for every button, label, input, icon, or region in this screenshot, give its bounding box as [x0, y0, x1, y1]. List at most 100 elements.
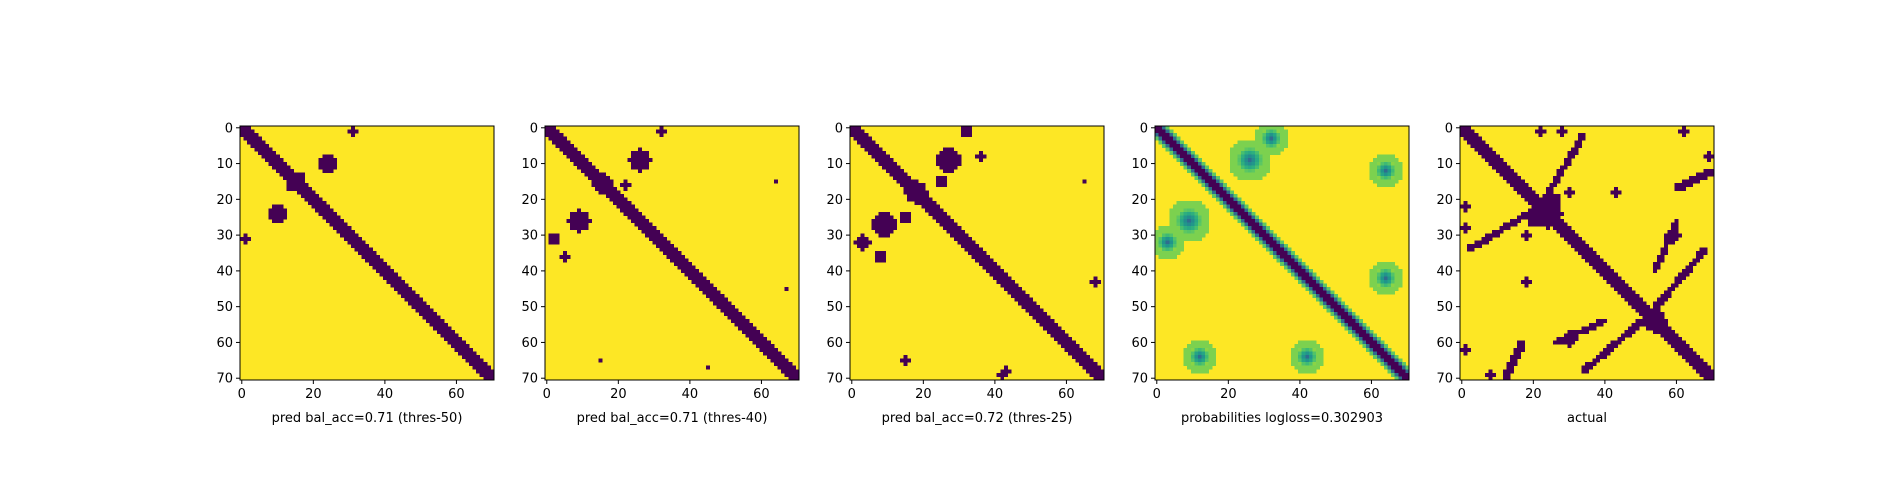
heatmap-cell — [1244, 226, 1249, 231]
heatmap-cell — [713, 286, 718, 291]
heatmap-cell — [261, 140, 266, 145]
heatmap-cell — [340, 229, 345, 234]
heatmap-cell — [1574, 147, 1579, 152]
heatmap-cell — [436, 329, 441, 334]
heatmap-cell — [1305, 276, 1310, 281]
heatmap-cell — [1585, 244, 1590, 249]
heatmap-cell — [1610, 190, 1615, 195]
heatmap-cell — [1190, 215, 1195, 220]
heatmap-cell — [1273, 254, 1278, 259]
heatmap-cell — [297, 190, 302, 195]
heatmap-cell — [1613, 186, 1618, 191]
heatmap-cell — [864, 140, 869, 145]
heatmap-cell — [1674, 222, 1679, 227]
heatmap-cell — [1663, 290, 1668, 295]
heatmap-cell — [358, 247, 363, 252]
heatmap-cell — [1212, 186, 1217, 191]
heatmap-cell — [279, 165, 284, 170]
heatmap-cell — [1606, 265, 1611, 270]
heatmap-cell — [1187, 201, 1192, 206]
heatmap-cell — [1524, 233, 1529, 238]
heatmap-cell — [1158, 129, 1163, 134]
heatmap-cell — [1567, 154, 1572, 159]
heatmap-cell — [559, 140, 564, 145]
heatmap-cell — [1667, 326, 1672, 331]
heatmap-cell — [1603, 347, 1608, 352]
heatmap-cell — [1681, 183, 1686, 188]
heatmap-cell — [663, 247, 668, 252]
x-tick-label: 60 — [448, 387, 465, 402]
heatmap-cell — [1620, 279, 1625, 284]
heatmap-cell — [1535, 193, 1540, 198]
heatmap-cell — [867, 143, 872, 148]
heatmap-cell — [659, 233, 664, 238]
heatmap-cell — [885, 168, 890, 173]
heatmap-cell — [1028, 312, 1033, 317]
heatmap-cell — [1474, 147, 1479, 152]
heatmap-cell — [1194, 219, 1199, 223]
heatmap-cell — [1553, 211, 1557, 216]
heatmap-cell — [1663, 337, 1668, 342]
heatmap-cell — [307, 193, 312, 198]
heatmap-cell — [723, 304, 728, 309]
heatmap-cell — [1165, 133, 1170, 138]
heatmap-cell — [748, 333, 753, 338]
heatmap-cell — [562, 143, 567, 148]
heatmap-cell — [1319, 290, 1324, 295]
heatmap-cell — [1348, 322, 1353, 327]
heatmap-cell — [1460, 129, 1464, 134]
heatmap-cell — [1517, 183, 1522, 188]
heatmap-cell — [1230, 168, 1235, 173]
heatmap-cell — [627, 158, 632, 163]
heatmap-cell — [1592, 254, 1597, 259]
heatmap-cell — [1380, 172, 1385, 177]
heatmap-cell — [293, 179, 298, 184]
heatmap-cell — [1477, 143, 1482, 148]
heatmap-cell — [943, 158, 947, 163]
heatmap-cell — [1502, 172, 1507, 177]
heatmap-cell — [1520, 279, 1525, 284]
heatmap-cell — [1315, 283, 1320, 288]
heatmap-cell — [1692, 358, 1697, 363]
heatmap-cell — [1197, 204, 1202, 209]
heatmap-cell — [379, 258, 384, 263]
heatmap-cell — [1581, 254, 1586, 259]
heatmap-cell — [1366, 333, 1371, 338]
heatmap-cell — [1394, 269, 1399, 274]
heatmap-cell — [1355, 322, 1360, 327]
heatmap-cell — [1513, 347, 1518, 352]
heatmap-cell — [1301, 272, 1306, 277]
heatmap-cell — [1230, 204, 1235, 209]
heatmap-cell — [1326, 290, 1331, 295]
heatmap-cell — [957, 240, 962, 245]
heatmap-cell — [1046, 319, 1051, 324]
heatmap-cell — [1308, 279, 1313, 284]
heatmap-cell — [354, 244, 359, 249]
heatmap-cell — [903, 215, 908, 220]
heatmap-cell — [1187, 147, 1192, 152]
heatmap-cell — [900, 183, 905, 188]
heatmap-cell — [896, 176, 901, 181]
heatmap-cell — [1276, 147, 1281, 152]
heatmap-cell — [1567, 161, 1572, 166]
heatmap-cell — [1301, 358, 1306, 363]
heatmap-cell — [1155, 126, 1159, 130]
heatmap-cell — [1383, 283, 1388, 288]
heatmap-cell — [315, 208, 320, 213]
heatmap-cell — [1387, 290, 1392, 295]
heatmap-cell — [1308, 351, 1313, 356]
heatmap-cell — [1043, 312, 1048, 317]
heatmap-cell — [1158, 136, 1163, 141]
heatmap-cell — [1255, 151, 1260, 156]
heatmap-cell — [1620, 333, 1625, 338]
heatmap-cell — [1671, 222, 1676, 227]
heatmap-cell — [1176, 229, 1181, 234]
heatmap-cell — [1021, 297, 1026, 302]
heatmap-cell — [655, 129, 660, 134]
heatmap-cell — [910, 179, 915, 184]
heatmap-cell — [1578, 236, 1583, 241]
heatmap-cell — [1560, 229, 1565, 234]
heatmap-cell — [1553, 340, 1557, 345]
heatmap-cell — [620, 197, 625, 202]
heatmap-cell — [709, 290, 714, 295]
